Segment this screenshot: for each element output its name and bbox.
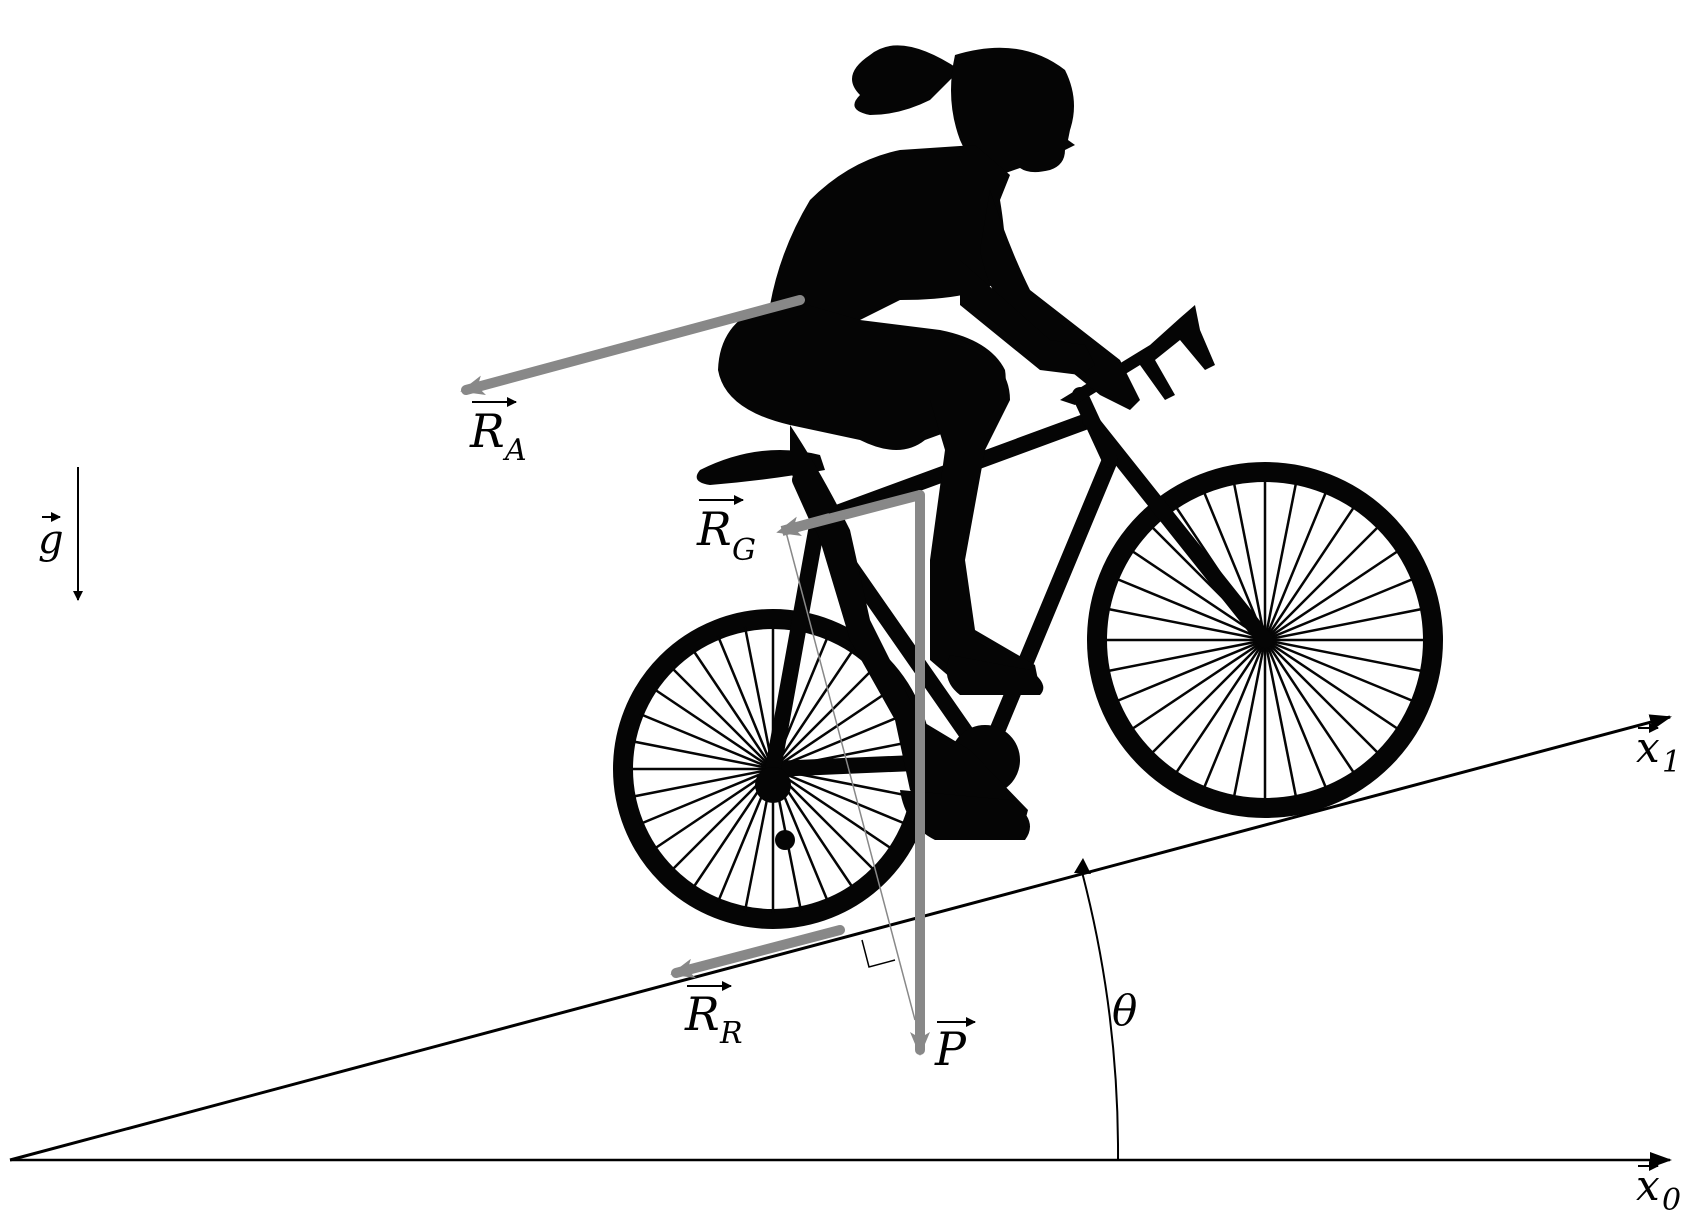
horizontal-axis-label-sub: 0	[1662, 1183, 1681, 1218]
slope-axis-label-sub: 1	[1662, 745, 1681, 780]
air-resistance-label-sub: A	[502, 433, 527, 468]
gravity-label-text: g	[38, 517, 64, 563]
angle-arc	[1074, 858, 1120, 1161]
air-resistance-arrow	[460, 295, 805, 395]
rolling-resistance-arrow	[670, 925, 845, 979]
slope-axis	[9, 714, 1672, 1162]
cyclist-silhouette	[718, 45, 1140, 840]
label-rolling-resistance: R R	[684, 981, 743, 1051]
ground-reaction-label-sub: G	[732, 533, 756, 568]
label-ground-reaction: R G	[696, 495, 756, 568]
force-arrows	[460, 295, 930, 1056]
label-weight: P	[934, 1017, 976, 1076]
label-horizontal-axis: x 0	[1636, 1161, 1681, 1218]
horizontal-axis-label-main: x	[1636, 1161, 1660, 1210]
ground-reaction-label-main: R	[696, 502, 732, 556]
label-gravity: g	[38, 512, 64, 563]
label-angle: θ	[1112, 986, 1137, 1035]
slope-axis-label-main: x	[1636, 723, 1660, 772]
air-resistance-label-main: R	[469, 404, 505, 458]
label-slope-axis: x 1	[1636, 723, 1681, 780]
rolling-resistance-label-sub: R	[719, 1016, 743, 1051]
rolling-resistance-label-main: R	[684, 987, 720, 1041]
label-air-resistance: R A	[469, 397, 527, 468]
weight-label-main: P	[934, 1022, 967, 1076]
angle-label-text: θ	[1112, 986, 1137, 1035]
